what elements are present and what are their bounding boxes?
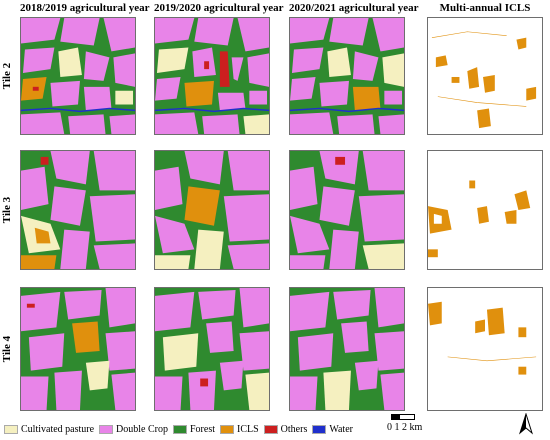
map-tile-3-2018-2019 <box>20 150 136 270</box>
row-label-tile-2: Tile 2 <box>1 62 13 90</box>
row-label-tile-3: Tile 3 <box>1 196 13 224</box>
column-title-2020-2021: 2020/2021 agricultural year <box>289 2 419 14</box>
legend-swatch-cultivated-pasture <box>4 424 18 434</box>
map-legend: Cultivated pasture Double Crop Forest IC… <box>4 421 358 437</box>
legend-item-others: Others <box>263 423 308 435</box>
legend-swatch-double-crop <box>99 424 114 434</box>
legend-item-forest: Forest <box>173 424 215 435</box>
column-title-multi-annual-icls: Multi-annual ICLS <box>439 2 531 14</box>
legend-label-icls: ICLS <box>237 423 259 435</box>
legend-swatch-icls <box>220 424 234 434</box>
map-tile-2-2020-2021 <box>289 17 405 135</box>
map-tile-2-2019-2020 <box>154 17 270 135</box>
legend-swatch-others <box>263 424 278 434</box>
legend-label-forest: Forest <box>190 423 215 435</box>
legend-label-water: Water <box>329 423 353 435</box>
scale-bar-ticks: 0 1 2 km <box>387 422 423 433</box>
map-tile-3-2020-2021 <box>289 150 405 270</box>
legend-item-double-crop: Double Crop <box>99 424 168 435</box>
legend-swatch-water <box>312 424 327 434</box>
map-tile-4-2020-2021 <box>289 287 405 411</box>
map-tile-4-2019-2020 <box>154 287 270 411</box>
map-tile-2-multi-annual-icls <box>427 17 543 135</box>
legend-label-others: Others <box>280 423 308 435</box>
row-label-tile-4: Tile 4 <box>1 335 13 363</box>
map-tile-4-2018-2019 <box>20 287 136 411</box>
legend-item-water: Water <box>312 424 353 435</box>
scale-bar-graphic <box>391 414 415 420</box>
legend-item-cultivated-pasture: Cultivated pasture <box>4 424 94 435</box>
map-tile-3-2019-2020 <box>154 150 270 270</box>
map-tile-2-2018-2019 <box>20 17 136 135</box>
column-title-2019-2020: 2019/2020 agricultural year <box>154 2 284 14</box>
legend-swatch-forest <box>173 424 187 434</box>
north-arrow-icon <box>518 412 534 435</box>
scale-bar: 0 1 2 km <box>387 413 447 439</box>
column-title-2018-2019: 2018/2019 agricultural year <box>20 2 150 14</box>
map-tile-4-multi-annual-icls <box>427 287 543 411</box>
legend-item-icls: ICLS <box>220 424 259 435</box>
legend-label-cultivated-pasture: Cultivated pasture <box>21 423 95 435</box>
map-tile-3-multi-annual-icls <box>427 150 543 270</box>
legend-label-double-crop: Double Crop <box>116 423 168 435</box>
